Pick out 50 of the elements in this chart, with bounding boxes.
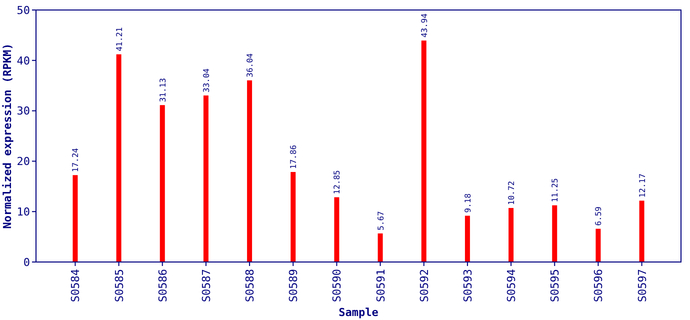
x-tick-label: S0591 — [374, 269, 388, 302]
data-label: 12.85 — [332, 170, 342, 194]
bar — [508, 208, 514, 262]
data-label: 17.24 — [71, 148, 80, 172]
data-label: 6.59 — [594, 206, 604, 226]
x-tick-label: S0592 — [418, 269, 431, 302]
y-tick-label: 50 — [16, 4, 30, 17]
x-tick-label: S0596 — [592, 269, 606, 302]
data-label: 41.21 — [114, 27, 124, 52]
x-tick-label: S0589 — [287, 269, 300, 302]
data-label: 31.13 — [158, 78, 168, 102]
bar — [421, 40, 426, 262]
x-tick-label: S0585 — [112, 269, 126, 302]
data-label: 43.94 — [420, 13, 429, 38]
bar — [247, 80, 252, 262]
data-label: 5.67 — [376, 210, 386, 230]
x-tick-label: S0584 — [69, 268, 82, 302]
bar — [72, 175, 78, 262]
bar — [116, 54, 122, 262]
bar — [464, 216, 470, 262]
x-tick-label: S0588 — [244, 269, 257, 302]
x-tick-label: S0597 — [636, 269, 649, 302]
bar — [596, 228, 601, 262]
data-label: 17.86 — [289, 144, 298, 169]
y-tick-label: 30 — [16, 104, 30, 118]
x-tick-label: S0587 — [200, 269, 213, 302]
y-tick-label: 10 — [16, 205, 30, 218]
bar — [378, 233, 383, 262]
data-label: 11.25 — [550, 178, 560, 202]
bar — [552, 205, 558, 262]
bar — [290, 172, 296, 262]
x-axis-title: Sample — [338, 306, 379, 319]
data-label: 10.72 — [507, 180, 516, 205]
data-label: 9.18 — [463, 193, 472, 213]
x-tick-label: S0586 — [156, 269, 170, 302]
x-tick-label: S0595 — [548, 269, 562, 302]
bar — [203, 95, 208, 262]
bar — [160, 105, 165, 262]
x-tick-label: S0594 — [505, 268, 518, 302]
data-label: 12.17 — [638, 173, 647, 198]
bar — [639, 200, 644, 262]
data-label: 36.04 — [246, 53, 255, 78]
y-tick-label: 0 — [23, 256, 30, 269]
y-tick-label: 40 — [16, 54, 30, 68]
x-tick-label: S0590 — [330, 269, 344, 302]
data-label: 33.04 — [202, 68, 211, 92]
y-axis-title: Normalized expression (RPKM) — [1, 43, 14, 229]
y-tick-label: 20 — [16, 155, 30, 168]
bar — [334, 197, 340, 262]
x-tick-label: S0593 — [461, 269, 474, 302]
